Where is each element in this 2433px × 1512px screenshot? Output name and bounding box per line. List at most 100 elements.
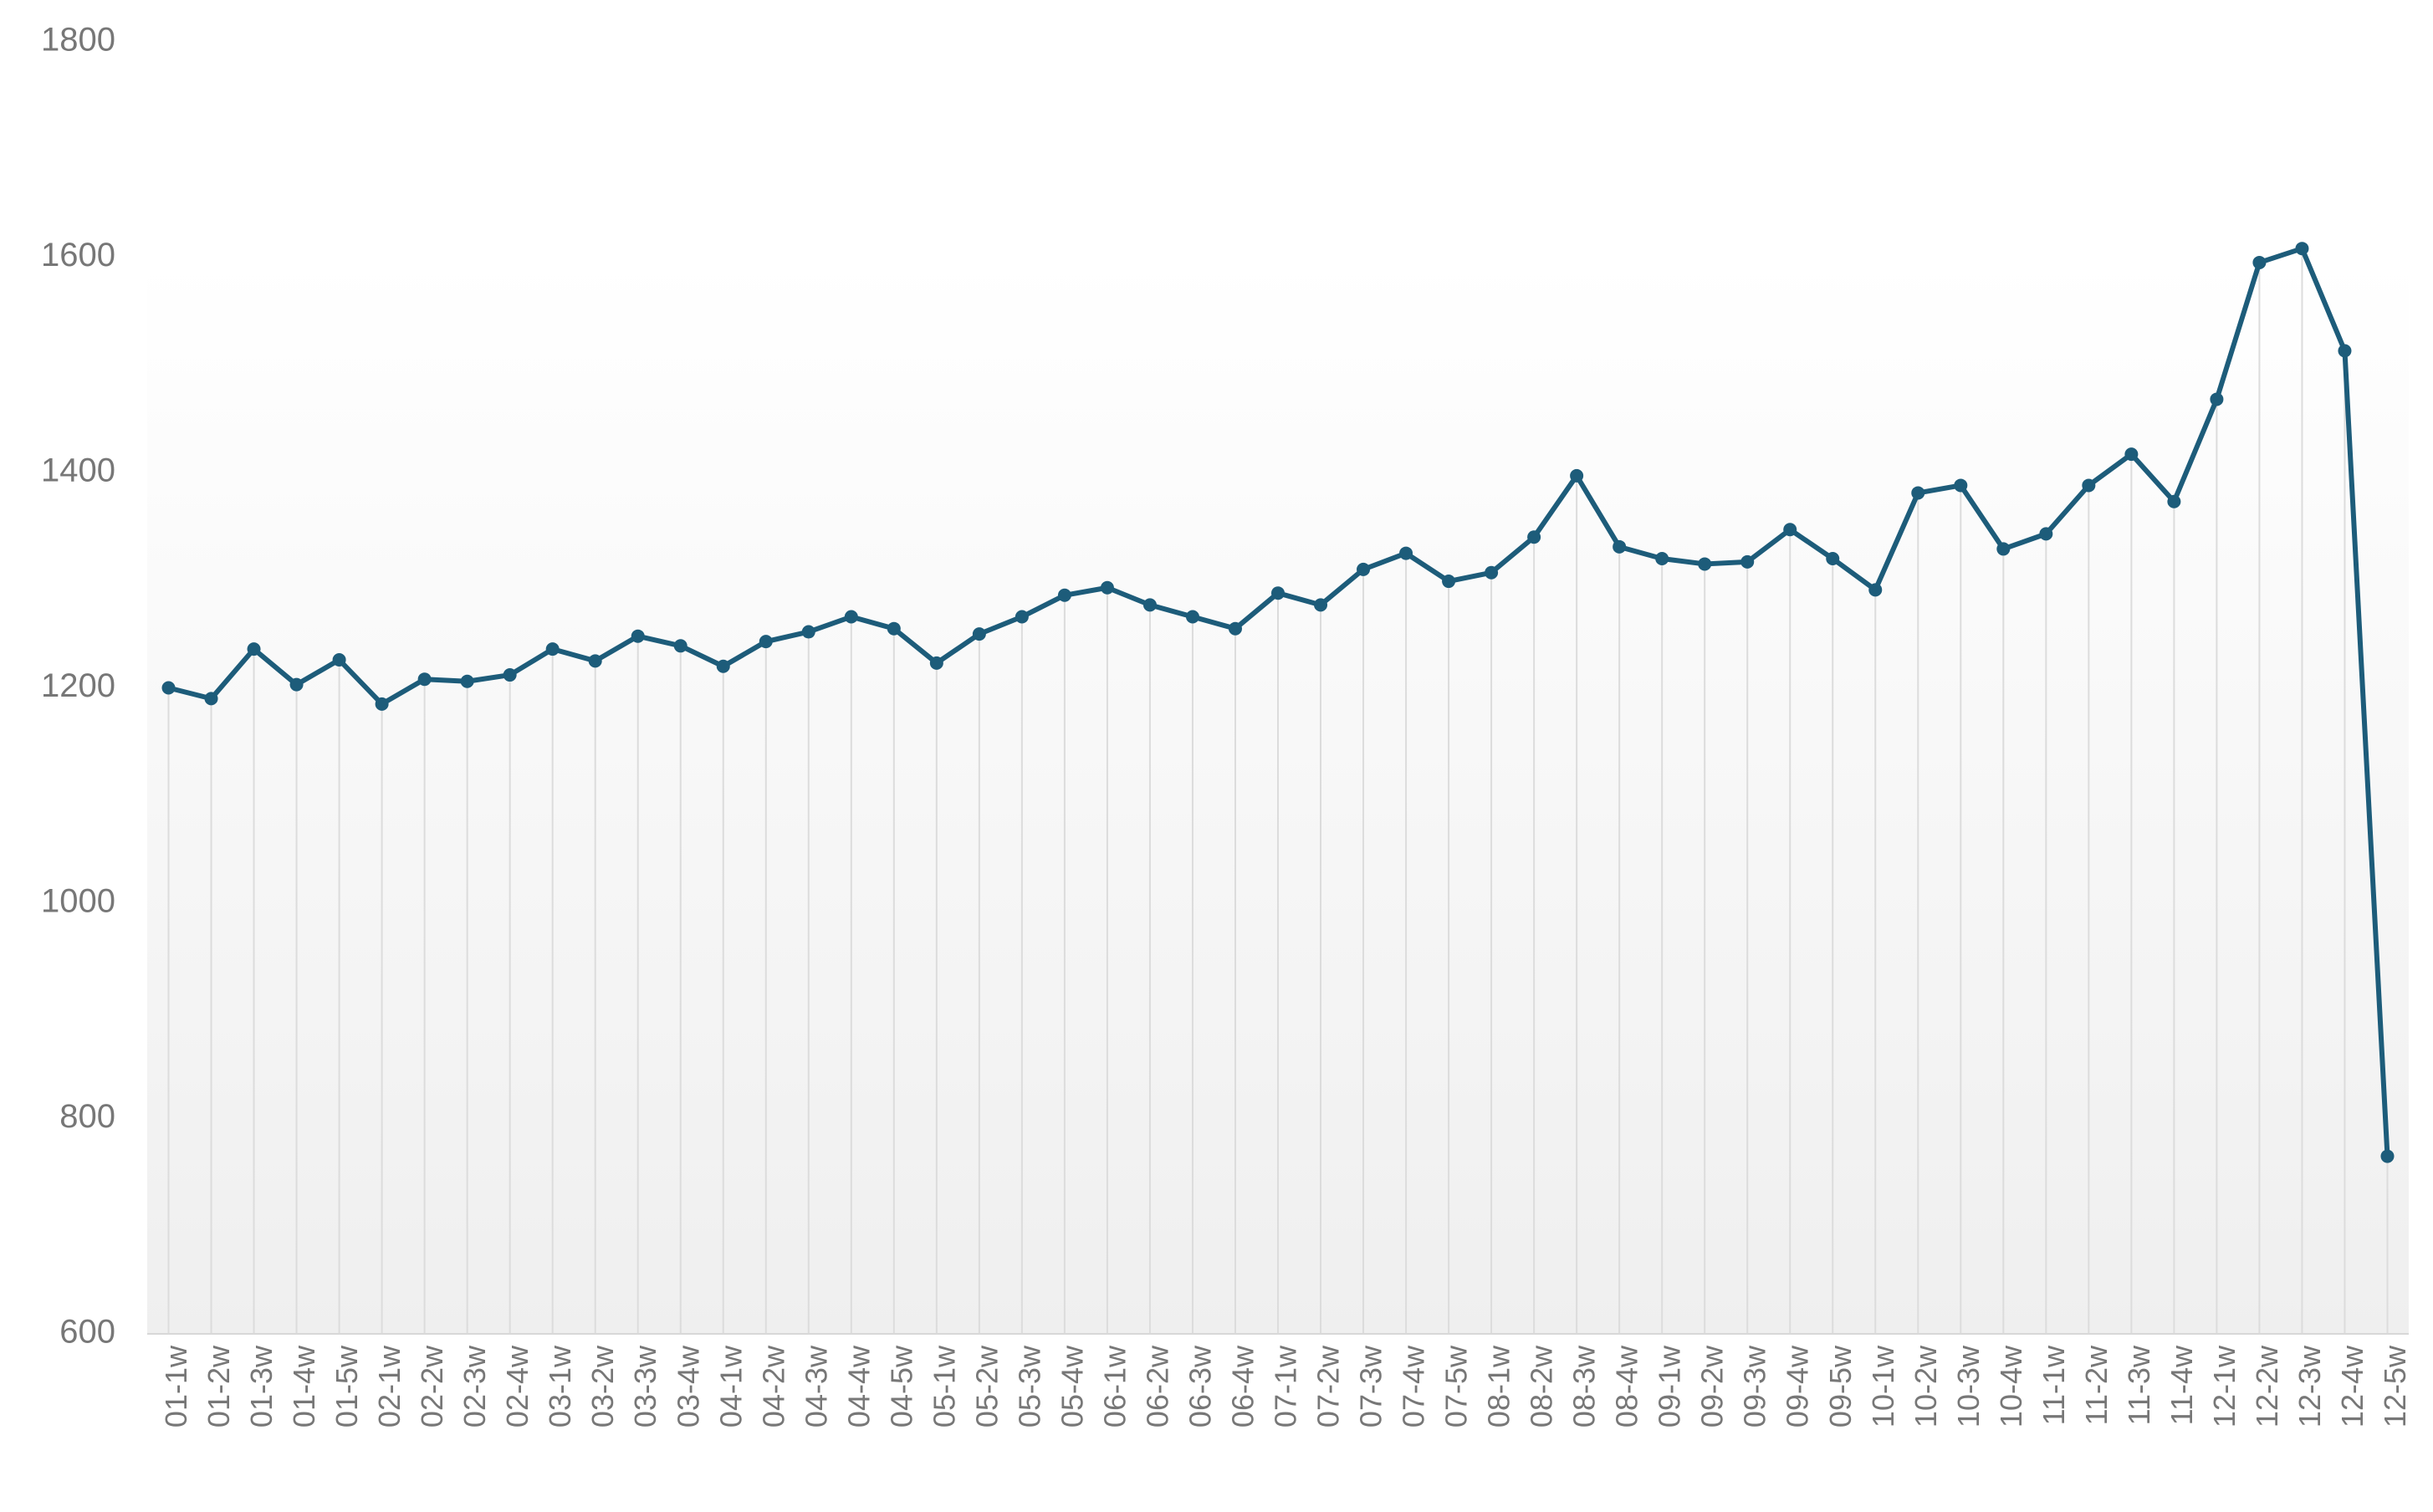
- x-tick-label: 11-1w: [2037, 1345, 2071, 1425]
- data-point: [247, 642, 261, 656]
- data-point: [1655, 552, 1669, 565]
- x-tick-label: 08-1w: [1482, 1345, 1516, 1428]
- data-point: [631, 629, 645, 643]
- x-tick-label: 08-2w: [1525, 1345, 1559, 1428]
- x-tick-label: 07-5w: [1439, 1345, 1474, 1428]
- x-tick-label: 05-4w: [1055, 1345, 1089, 1428]
- x-tick-label: 03-2w: [585, 1345, 620, 1428]
- x-tick-label: 08-3w: [1567, 1345, 1602, 1428]
- x-tick-label: 11-2w: [2079, 1345, 2114, 1425]
- data-point: [2295, 242, 2309, 256]
- x-tick-label: 07-4w: [1397, 1345, 1431, 1428]
- data-point: [716, 659, 730, 673]
- data-point: [289, 677, 304, 692]
- x-tick-label: 10-3w: [1951, 1345, 1986, 1428]
- x-tick-label: 11-4w: [2165, 1345, 2199, 1425]
- x-tick-label: 03-4w: [671, 1345, 705, 1428]
- x-tick-label: 12-2w: [2250, 1345, 2284, 1428]
- data-point: [1314, 598, 1328, 612]
- data-point: [2380, 1149, 2395, 1163]
- x-tick-label: 10-4w: [1994, 1345, 2028, 1428]
- data-point: [417, 672, 432, 687]
- data-point: [1442, 575, 1456, 589]
- x-tick-label: 06-2w: [1140, 1345, 1174, 1428]
- data-point: [1570, 468, 1584, 483]
- data-point: [1357, 562, 1371, 576]
- y-tick-label: 1400: [41, 452, 115, 489]
- data-point: [1142, 598, 1157, 612]
- data-point: [1868, 583, 1883, 597]
- data-point: [1954, 478, 1968, 493]
- x-tick-label: 08-4w: [1610, 1345, 1644, 1428]
- x-tick-label: 04-3w: [799, 1345, 833, 1428]
- y-tick-label: 1200: [41, 667, 115, 704]
- x-tick-label: 12-5w: [2378, 1345, 2412, 1428]
- x-tick-label: 03-1w: [543, 1345, 577, 1428]
- x-tick-label: 10-1w: [1866, 1345, 1900, 1428]
- data-point: [972, 627, 986, 641]
- data-point: [1228, 621, 1242, 636]
- data-point: [2252, 255, 2267, 269]
- data-point: [2210, 392, 2224, 406]
- x-tick-label: 01-4w: [287, 1345, 321, 1428]
- x-tick-label: 12-1w: [2207, 1345, 2241, 1428]
- x-tick-label: 06-4w: [1225, 1345, 1260, 1428]
- x-tick-label: 01-2w: [202, 1345, 236, 1428]
- data-point: [1740, 554, 1755, 569]
- data-point: [588, 654, 602, 668]
- x-tick-label: 05-3w: [1012, 1345, 1046, 1428]
- data-point: [2338, 344, 2352, 358]
- data-point: [759, 635, 773, 649]
- x-tick-label: 09-2w: [1695, 1345, 1730, 1428]
- y-tick-label: 800: [59, 1098, 115, 1135]
- y-tick-label: 1800: [41, 22, 115, 59]
- y-tick-label: 1600: [41, 237, 115, 273]
- data-point: [2082, 478, 2096, 493]
- x-tick-label: 06-3w: [1183, 1345, 1217, 1428]
- x-tick-label: 05-2w: [969, 1345, 1004, 1428]
- data-point: [1613, 539, 1627, 554]
- data-point: [204, 692, 218, 706]
- data-point: [887, 621, 901, 636]
- x-tick-label: 02-4w: [500, 1345, 534, 1428]
- x-tick-label: 04-4w: [841, 1345, 876, 1428]
- data-point: [2039, 527, 2053, 541]
- x-tick-label: 12-4w: [2335, 1345, 2369, 1428]
- data-point: [332, 653, 346, 667]
- x-tick-label: 06-1w: [1097, 1345, 1132, 1428]
- data-point: [844, 610, 858, 624]
- x-tick-label: 10-2w: [1909, 1345, 1943, 1428]
- x-tick-label: 09-4w: [1781, 1345, 1815, 1428]
- x-tick-label: 09-5w: [1823, 1345, 1858, 1428]
- x-tick-label: 09-1w: [1653, 1345, 1687, 1428]
- x-tick-label: 01-3w: [244, 1345, 279, 1428]
- data-point: [801, 625, 815, 639]
- data-point: [1399, 546, 1413, 560]
- x-tick-label: 07-2w: [1311, 1345, 1346, 1428]
- data-point: [1485, 565, 1499, 580]
- data-point: [1783, 523, 1797, 537]
- data-point: [1057, 588, 1071, 602]
- x-tick-label: 07-1w: [1269, 1345, 1303, 1428]
- data-point: [929, 656, 943, 670]
- data-point: [1698, 557, 1712, 571]
- data-point: [1527, 530, 1541, 544]
- data-point: [1015, 610, 1029, 624]
- x-tick-label: 07-3w: [1354, 1345, 1388, 1428]
- x-tick-label: 02-1w: [372, 1345, 406, 1428]
- data-point: [2167, 494, 2181, 508]
- x-tick-label: 04-1w: [713, 1345, 748, 1428]
- x-tick-label: 11-3w: [2122, 1345, 2156, 1425]
- data-point: [2124, 447, 2139, 462]
- x-tick-label: 04-5w: [884, 1345, 918, 1428]
- x-tick-label: 01-1w: [159, 1345, 193, 1428]
- data-point: [1826, 552, 1840, 565]
- data-point: [503, 668, 517, 682]
- data-point: [1271, 586, 1285, 600]
- y-tick-label: 1000: [41, 883, 115, 920]
- data-point: [1911, 486, 1925, 500]
- data-point: [1185, 610, 1199, 624]
- y-tick-label: 600: [59, 1314, 115, 1351]
